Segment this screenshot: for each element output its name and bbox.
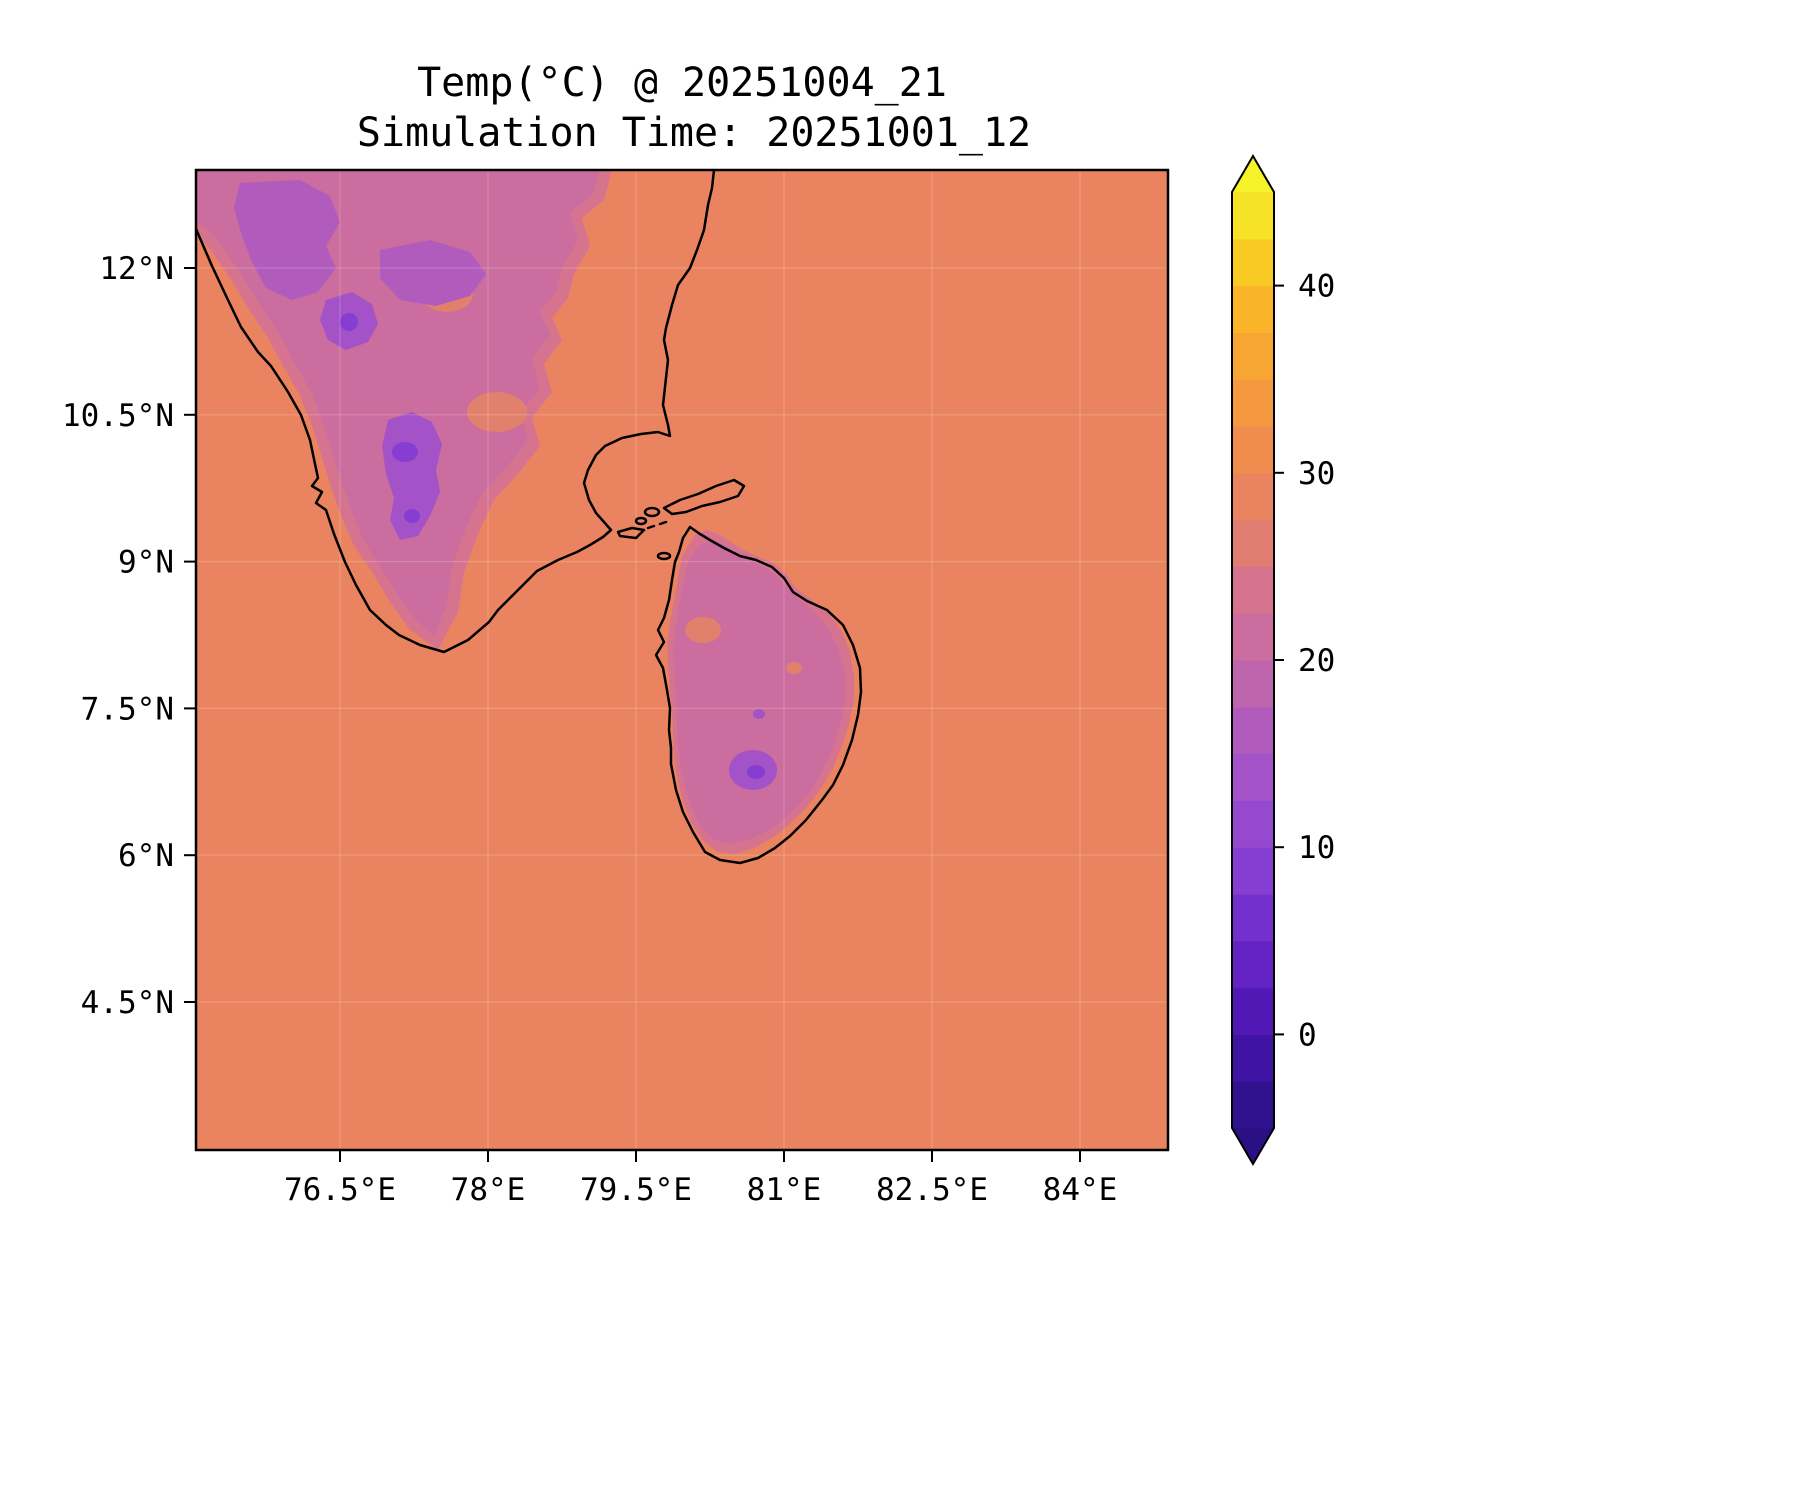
colorbar-band xyxy=(1232,426,1274,474)
coastline-adams-bridge xyxy=(646,520,668,530)
colorbar-band xyxy=(1232,940,1274,989)
x-axis-tick-label: 82.5°E xyxy=(876,1172,988,1208)
colorbar-tick-label: 20 xyxy=(1298,643,1335,679)
coastline-jaffna-islet-1 xyxy=(643,506,661,518)
y-axis-tick-label: 10.5°N xyxy=(62,398,174,434)
y-axis-tick-label: 9°N xyxy=(118,545,174,581)
coastline-srilanka xyxy=(654,525,863,865)
india-purple-patch-2 xyxy=(382,412,442,540)
y-axis-tick-label: 7.5°N xyxy=(81,691,174,727)
plot-subtitle: Simulation Time: 20251001_12 xyxy=(357,110,1031,156)
india-cold-core-1 xyxy=(340,313,358,331)
colorbar-tick-label: 40 xyxy=(1298,269,1335,305)
srilanka-cold-core xyxy=(747,765,765,779)
coastline-jaffna-islet-2 xyxy=(634,516,648,526)
colorbar-band xyxy=(1232,285,1274,333)
coastline-jaffna-peninsula xyxy=(662,478,746,516)
india-warm-pocket-2 xyxy=(467,392,527,432)
colorbar-band xyxy=(1232,192,1274,240)
axis-layer: 76.5°E 78°E 79.5°E 81°E 82.5°E 84°E 12°N 10.5°N… xyxy=(62,251,1117,1208)
coastline-india xyxy=(196,170,716,654)
india-cold-core-3 xyxy=(404,509,420,523)
colorbar-band xyxy=(1232,1081,1274,1129)
colorbar-band xyxy=(1232,472,1274,521)
y-axis-tick-label: 6°N xyxy=(118,838,174,874)
india-cool-patch-north xyxy=(234,180,340,300)
colorbar-band xyxy=(1232,894,1274,942)
colorbar-band xyxy=(1232,613,1274,661)
colorbar-outline xyxy=(1231,154,1275,1166)
temperature-field xyxy=(196,170,1168,1150)
srilanka-purple-dot xyxy=(753,709,765,719)
colorbar-band xyxy=(1232,800,1274,848)
colorbar-band xyxy=(1232,379,1274,427)
srilanka-warm-pocket-2 xyxy=(786,662,802,674)
x-axis-tick-label: 79.5°E xyxy=(580,1172,692,1208)
colorbar-band xyxy=(1232,987,1274,1035)
x-axis-tick-label: 78°E xyxy=(451,1172,526,1208)
coastline-mannar-island xyxy=(656,551,672,561)
colorbar-band xyxy=(1232,660,1274,708)
colorbar-band xyxy=(1232,847,1274,895)
colorbar-band xyxy=(1232,753,1274,801)
india-cool-patch-mid xyxy=(380,240,486,306)
y-axis-tick-label: 12°N xyxy=(99,251,174,287)
plot-title: Temp(°C) @ 20251004_21 xyxy=(417,60,947,106)
x-axis-tick-label: 76.5°E xyxy=(284,1172,396,1208)
plot-frame xyxy=(194,168,1170,1152)
colorbar-tick-label: 10 xyxy=(1298,830,1335,866)
colorbar-extend-high xyxy=(1232,156,1274,192)
colorbar-band xyxy=(1232,1034,1274,1082)
colorbar-band xyxy=(1232,566,1274,614)
x-axis-tick-label: 81°E xyxy=(747,1172,822,1208)
colorbar-band xyxy=(1232,519,1274,567)
graticule-layer xyxy=(196,170,1168,1150)
colorbar-band xyxy=(1232,706,1274,755)
colorbar-band xyxy=(1232,332,1274,380)
colorbar: 0 10 20 30 40 xyxy=(1231,154,1335,1166)
colorbar-tick-label: 30 xyxy=(1298,456,1335,492)
x-axis-tick-label: 84°E xyxy=(1043,1172,1118,1208)
srilanka-cool-land-band xyxy=(673,540,846,844)
india-cold-core-2 xyxy=(392,442,418,462)
coastline-layer xyxy=(196,170,863,865)
y-axis-tick-label: 4.5°N xyxy=(81,985,174,1021)
colorbar-band xyxy=(1232,238,1274,287)
colorbar-extend-low xyxy=(1232,1128,1274,1164)
srilanka-warm-pocket-1 xyxy=(685,617,721,643)
coastline-rameswaram-island xyxy=(616,526,646,540)
colorbar-tick-label: 0 xyxy=(1298,1017,1317,1053)
